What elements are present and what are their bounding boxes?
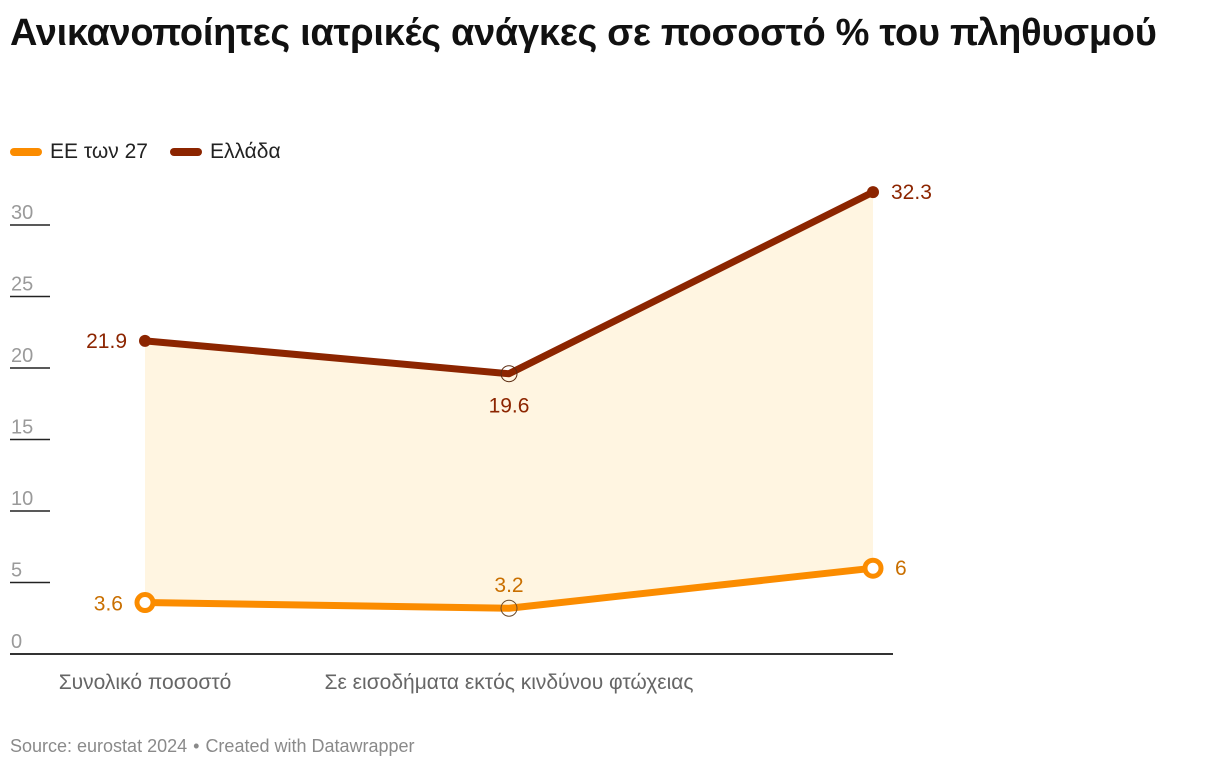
area-between-series (145, 192, 873, 609)
chart-legend: ΕΕ των 27 Ελλάδα (10, 140, 281, 164)
y-tick-label-20: 20 (11, 345, 33, 367)
legend-swatch-greece (169, 148, 202, 156)
y-tick-label-15: 15 (11, 417, 33, 439)
label-greece-1: 19.6 (489, 395, 530, 418)
y-tick-label-30: 30 (11, 202, 33, 224)
y-tick-label-25: 25 (11, 274, 33, 296)
eu27-marker-2 (862, 557, 884, 579)
y-tick-label-10: 10 (11, 488, 33, 510)
chart-title: Ανικανοποίητες ιατρικές ανάγκες σε ποσοσ… (10, 12, 1157, 54)
source-line: Source: eurostat 2024 • Created with Dataw… (10, 736, 415, 757)
eu27-marker-1 (500, 599, 518, 617)
label-eu27-2: 6 (895, 557, 907, 580)
eu27-marker-0 (134, 592, 156, 614)
legend-swatch-eu27 (10, 148, 42, 156)
greece-marker-0 (139, 334, 151, 347)
x-label-1: Σε εισοδήματα εκτός κινδύνου φτώχειας (324, 671, 693, 694)
series-line-0 (141, 564, 877, 612)
legend-item-greece: Ελλάδα (169, 140, 281, 164)
label-greece-0: 21.9 (86, 330, 127, 353)
legend-label-eu27: ΕΕ των 27 (50, 140, 148, 163)
legend-item-eu27: ΕΕ των 27 (10, 140, 148, 164)
greece-marker-2 (867, 186, 879, 199)
source-separator: • (193, 736, 200, 756)
label-greece-2: 32.3 (891, 181, 932, 204)
y-tick-label-0: 0 (11, 631, 22, 653)
x-label-0: Συνολικό ποσοστό (59, 671, 232, 694)
source-text: Source: eurostat 2024 (10, 736, 188, 756)
label-eu27-1: 3.2 (494, 574, 523, 597)
series-line-1 (141, 188, 877, 378)
legend-label-greece: Ελλάδα (209, 140, 281, 163)
y-tick-label-5: 5 (11, 560, 22, 582)
credit-text: Created with Datawrapper (205, 736, 415, 756)
greece-marker-1 (500, 365, 518, 383)
label-eu27-0: 3.6 (94, 593, 123, 616)
